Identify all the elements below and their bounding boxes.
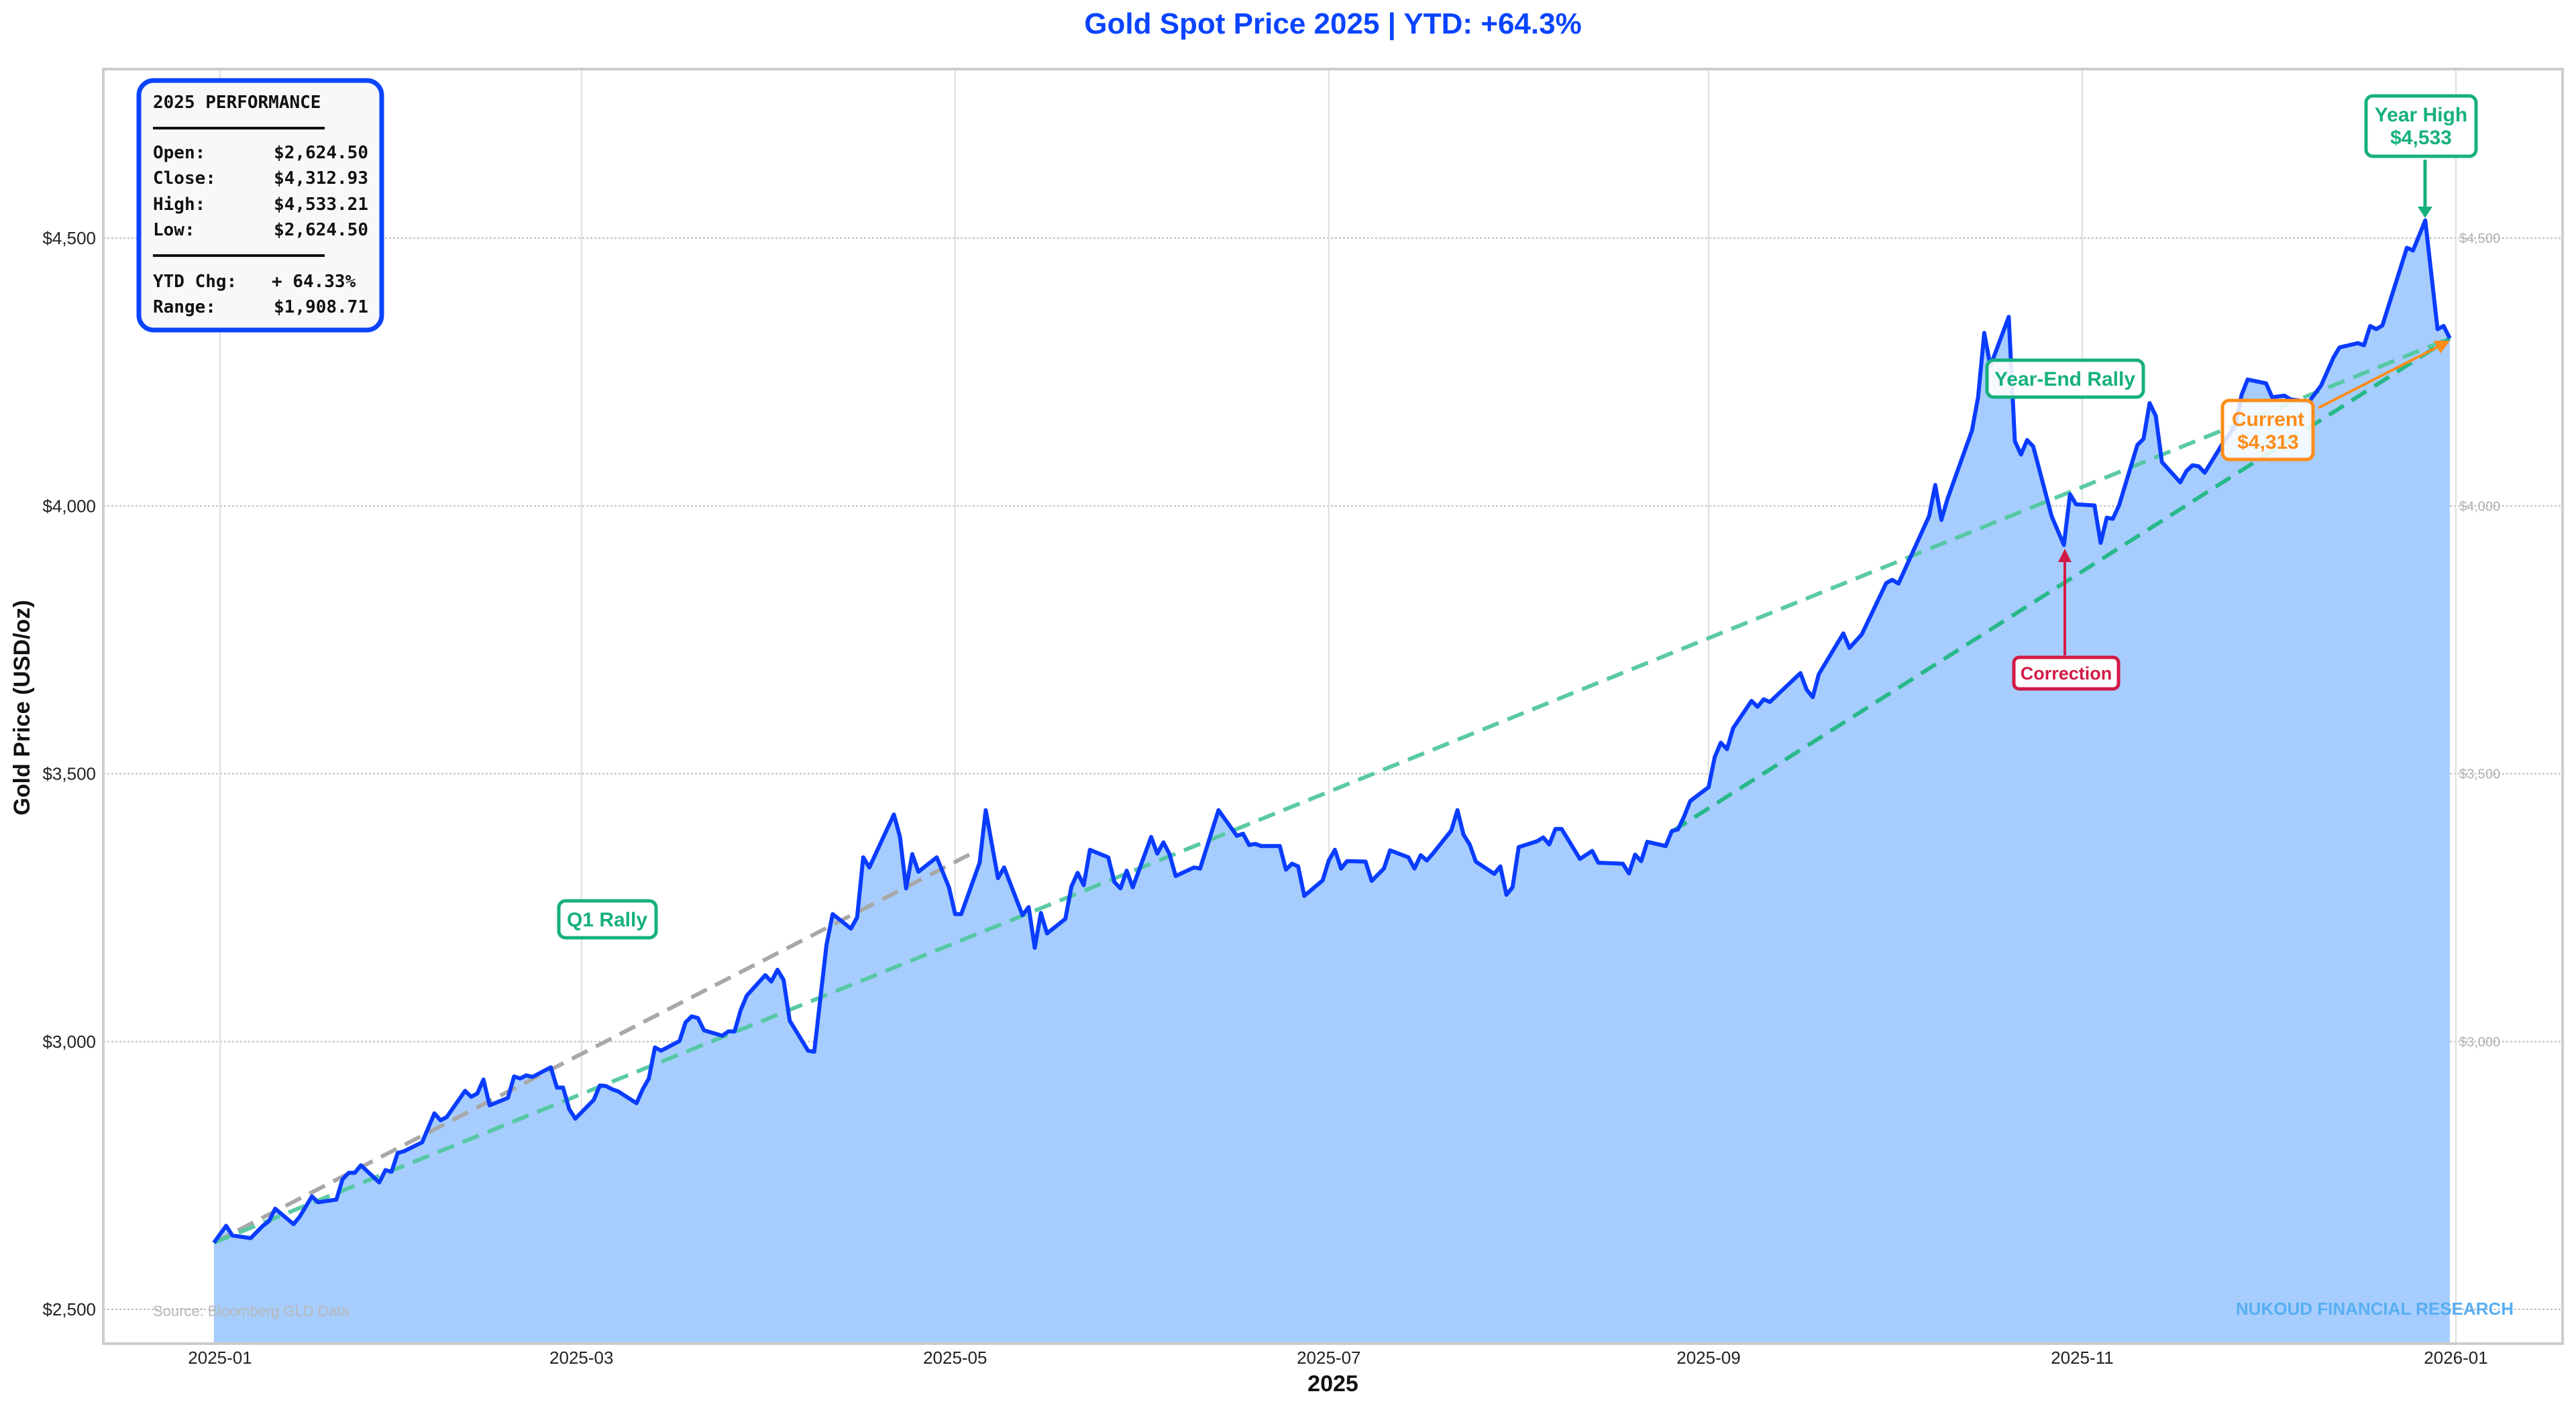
- x-axis-ticks: 2025-01 2025-03 2025-05 2025-07 2025-09 2025-…: [188, 1348, 2487, 1368]
- arrow-head-icon: [2434, 341, 2450, 354]
- stats-label-high: High:: [153, 195, 205, 215]
- arrow-head-icon: [2058, 549, 2072, 562]
- annotation-value: $4,313: [2237, 431, 2299, 453]
- price-area-fill: [213, 220, 2450, 1344]
- current-arrow: [2318, 343, 2443, 409]
- y-tick-label: $4,500: [42, 228, 96, 248]
- annotation-value: $4,533: [2390, 127, 2452, 149]
- watermark: NUKOUD FINANCIAL RESEARCH: [2236, 1299, 2514, 1319]
- annotation-box: [557, 899, 658, 940]
- y-axis-label: Gold Price (USD/oz): [9, 600, 35, 815]
- right-y-tick-label: $4,500: [2459, 231, 2500, 246]
- trendline-h2: [1670, 336, 2451, 834]
- arrow-head-icon: [2418, 207, 2432, 218]
- annotation-box: [2012, 655, 2121, 691]
- right-y-tick-label: $3,500: [2459, 767, 2500, 782]
- annotation-text: Q1 Rally: [567, 909, 647, 931]
- line-layer: [212, 218, 2452, 1244]
- annotation-year-end-rally: Year-End Rally: [1985, 358, 2145, 399]
- y-tick-label: $2,500: [42, 1299, 96, 1319]
- stats-label-open: Open:: [153, 143, 205, 163]
- annotation-current: Current $4,313: [2220, 341, 2450, 462]
- x-tick-label: 2026-01: [2424, 1348, 2487, 1368]
- y-axis-ticks: $2,500 $3,000 $3,500 $4,000 $4,500: [42, 228, 96, 1319]
- y-tick-label: $4,000: [42, 496, 96, 516]
- annotation-text: Correction: [2021, 663, 2112, 684]
- stats-value-high: $4,533.21: [274, 195, 368, 215]
- price-line: [212, 218, 2452, 1244]
- plot-frame: [102, 68, 2564, 1345]
- annotation-box: [2364, 94, 2478, 158]
- trendlines: [213, 336, 2451, 1245]
- stats-box: 2025 PERFORMANCE Open: $2,624.50 Close: …: [136, 78, 384, 333]
- trendline-q1: [213, 851, 975, 1245]
- x-tick-label: 2025-01: [188, 1348, 252, 1368]
- right-y-axis-ticks: $3,000 $3,500 $4,000 $4,500: [2459, 231, 2500, 1050]
- stats-value-ytd: + 64.33%: [272, 272, 356, 292]
- area-layer: [213, 220, 2450, 1344]
- annotation-year-high: Year High $4,533: [2364, 94, 2478, 218]
- right-y-tick-label: $3,000: [2459, 1035, 2500, 1050]
- stats-label-low: Low:: [153, 220, 195, 240]
- stats-value-close: $4,312.93: [274, 168, 368, 188]
- y-tick-label: $3,500: [42, 764, 96, 784]
- stats-value-range: $1,908.71: [274, 297, 368, 317]
- chart-title: Gold Spot Price 2025 | YTD: +64.3%: [1084, 7, 1581, 41]
- x-tick-label: 2025-03: [549, 1348, 613, 1368]
- x-axis-label: 2025: [1307, 1371, 1358, 1397]
- stats-value-low: $2,624.50: [274, 220, 368, 240]
- x-tick-label: 2025-07: [1297, 1348, 1360, 1368]
- stats-label-ytd: YTD Chg:: [153, 272, 237, 292]
- stats-label-close: Close:: [153, 168, 216, 188]
- right-y-tick-label: $4,000: [2459, 499, 2500, 514]
- stats-box-frame: [136, 78, 384, 333]
- x-tick-label: 2025-05: [923, 1348, 987, 1368]
- annotation-box: [1985, 358, 2145, 399]
- x-tick-label: 2025-09: [1676, 1348, 1740, 1368]
- stats-label-range: Range:: [153, 297, 216, 317]
- x-tick-label: 2025-11: [2051, 1348, 2114, 1368]
- annotation-box: [2220, 398, 2315, 462]
- annotation-text: Year-End Rally: [1994, 368, 2135, 390]
- source-note: Source: Bloomberg GLD Data: [153, 1303, 350, 1319]
- y-tick-label: $3,000: [42, 1032, 96, 1052]
- annotation-label: Year High: [2375, 104, 2467, 126]
- stats-title: 2025 PERFORMANCE: [153, 93, 321, 113]
- annotation-correction: Correction: [2012, 549, 2121, 691]
- stats-value-open: $2,624.50: [274, 143, 368, 163]
- annotation-label: Current: [2232, 409, 2304, 431]
- annotation-q1-rally: Q1 Rally: [557, 899, 658, 940]
